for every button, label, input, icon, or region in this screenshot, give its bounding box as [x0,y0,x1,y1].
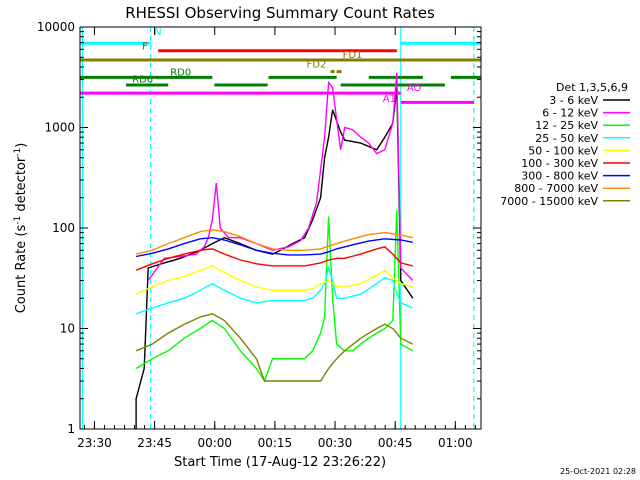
x-tick-label-6: 01:00 [438,436,473,450]
legend-label-4: 50 - 100 keV [528,144,598,157]
series-line-0 [135,87,414,429]
timestamp: 25-Oct-2021 02:28 [560,467,636,476]
series-lines [135,72,414,429]
x-tick-label-4: 00:30 [318,436,353,450]
flag-bars: NF FD1 FD2 RD0 RD6 AO A1 [80,27,481,429]
y-tick-label-0: 1 [67,422,75,436]
series-line-7 [135,229,413,255]
legend-label-3: 25 - 50 keV [535,132,598,145]
series-line-3 [135,265,414,315]
series-line-1 [147,72,414,281]
flag-label-1: F [142,41,148,52]
flag-label-0: N [154,27,161,38]
series-line-5 [135,246,413,271]
y-axis-label-sup2: -1 [13,148,23,157]
flag-label-6: AO [407,83,422,94]
x-tick-label-5: 00:45 [378,436,413,450]
chart-title: RHESSI Observing Summary Count Rates [125,4,435,22]
x-tick-label-0: 23:30 [77,436,112,450]
flag-label-3: FD2 [307,60,327,71]
flag-label-5: RD6 [132,75,153,86]
legend-label-0: 3 - 6 keV [549,94,598,107]
legend-label-2: 12 - 25 keV [535,119,598,132]
flag-label-7: A1 [383,94,396,105]
x-tick-label-2: 00:00 [197,436,232,450]
y-tick-label-2: 100 [52,221,75,235]
x-axis: 23:30 23:45 00:00 00:15 00:30 00:45 01:00 [77,27,476,450]
x-axis-label: Start Time (17-Aug-12 23:26:22) [174,455,386,470]
series-line-6 [135,236,413,258]
flag-label-2: FD1 [343,50,363,61]
y-tick-label-4: 10000 [37,20,75,34]
y-axis: 1 10 100 1000 10000 [37,20,481,436]
x-tick-label-3: 00:15 [258,436,293,450]
legend-header: Det 1,3,5,6,9 [556,81,628,94]
legend-label-6: 300 - 800 keV [521,170,598,183]
legend-label-1: 6 - 12 keV [542,107,598,120]
series-line-2 [135,210,414,383]
series-line-8 [135,313,414,382]
y-axis-label-end: ) [14,143,29,148]
legend-label-5: 100 - 300 keV [521,157,598,170]
series-line-4 [135,265,413,295]
flag-label-4: RD0 [170,67,191,78]
x-tick-label-1: 23:45 [137,436,172,450]
legend-label-7: 800 - 7000 keV [514,182,598,195]
y-tick-label-1: 10 [60,322,75,336]
y-axis-label-mid: detector [14,156,29,216]
legend-label-8: 7000 - 15000 keV [500,195,598,208]
y-axis-label-main: Count Rate (s [14,225,29,314]
y-axis-label: Count Rate (s-1 detector-1) [13,143,29,314]
y-tick-label-3: 1000 [44,121,75,135]
y-axis-label-sup1: -1 [13,216,23,225]
